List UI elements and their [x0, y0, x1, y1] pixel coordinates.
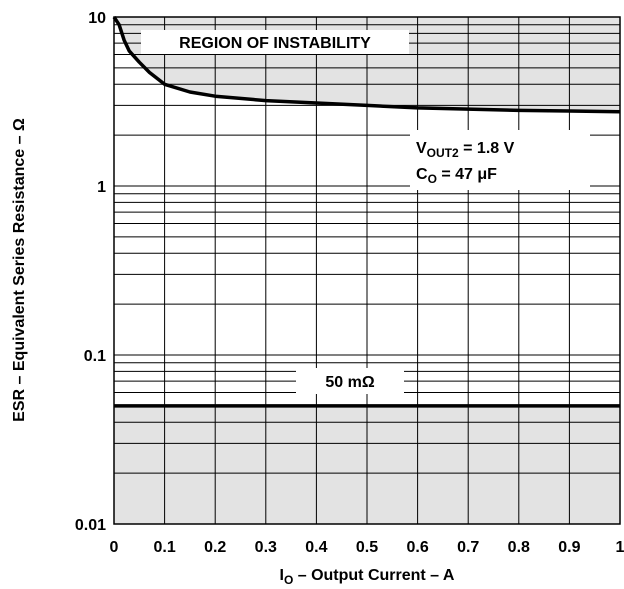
- x-tick-label: 0.8: [508, 539, 530, 556]
- condition-co-subscript: O: [428, 172, 437, 186]
- y-tick-labels: 0.01 0.1 1 10: [75, 10, 106, 534]
- x-tick-labels: 0 0.1 0.2 0.3 0.4 0.5 0.6 0.7 0.8 0.9 1: [110, 539, 624, 556]
- condition-co-value: = 47 μF: [437, 166, 497, 183]
- y-tick-label: 10: [88, 10, 106, 27]
- x-axis-label: IO – Output Current – A: [280, 567, 455, 587]
- x-tick-label: 0: [110, 539, 119, 556]
- x-axis-label-subscript: O: [284, 573, 293, 587]
- region-label-bg: [141, 30, 409, 54]
- x-tick-label: 0.4: [305, 539, 327, 556]
- threshold-label-bg: [296, 368, 404, 394]
- x-tick-label: 0.7: [457, 539, 479, 556]
- x-tick-label: 0.3: [255, 539, 277, 556]
- x-tick-label: 0.9: [558, 539, 580, 556]
- y-axis-label: ESR – Equivalent Series Resistance – Ω: [11, 118, 28, 422]
- x-tick-label: 0.6: [406, 539, 428, 556]
- condition-vout: VOUT2 = 1.8 V: [416, 140, 515, 160]
- condition-co: CO = 47 μF: [416, 166, 497, 186]
- esr-stability-boundary-line: [112, 16, 621, 114]
- condition-vout-symbol: V: [416, 140, 427, 157]
- y-tick-label: 0.01: [75, 517, 106, 534]
- x-tick-label: 0.1: [153, 539, 175, 556]
- series-layer: [112, 16, 621, 408]
- x-axis-label-symbol: I: [280, 567, 284, 584]
- x-tick-label: 0.2: [204, 539, 226, 556]
- x-tick-label: 0.5: [356, 539, 378, 556]
- threshold-label: 50 mΩ: [325, 374, 374, 391]
- region-label: REGION OF INSTABILITY: [179, 35, 371, 52]
- plot-frame: [113, 16, 621, 525]
- condition-co-symbol: C: [416, 166, 428, 183]
- conditions-bg: [410, 130, 590, 190]
- y-tick-label: 0.1: [84, 348, 106, 365]
- condition-vout-subscript: OUT2: [427, 146, 459, 160]
- condition-vout-value: = 1.8 V: [459, 140, 515, 157]
- y-tick-label: 1: [97, 179, 106, 196]
- x-axis-label-text: – Output Current – A: [293, 567, 455, 584]
- x-tick-label: 1: [616, 539, 624, 556]
